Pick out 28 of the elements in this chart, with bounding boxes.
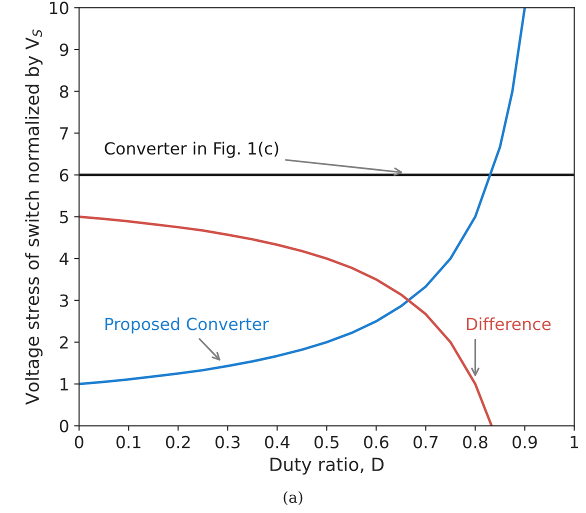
x-tick-label: 0.7: [414, 436, 438, 448]
x-tick-label: 0.5: [314, 436, 338, 448]
x-tick-label: 0: [74, 436, 84, 448]
x-tick-label: 0.4: [265, 436, 290, 448]
y-tick-label: 4: [60, 252, 68, 265]
x-tick-label: 0.9: [512, 436, 537, 448]
x-axis-title: Duty ratio, D: [270, 457, 384, 475]
text: (a): [284, 491, 302, 506]
y-tick-label: 5: [60, 210, 68, 224]
y-tick-label: 10: [50, 2, 68, 14]
series-label: Converter in Fig. 1(c): [104, 142, 278, 158]
x-tick-label: 0.8: [463, 436, 488, 448]
y-tick-label: 1: [60, 378, 68, 390]
series-label: Difference: [466, 317, 551, 330]
series-label: Proposed Converter: [106, 317, 269, 334]
y-tick-label: 8: [60, 85, 68, 98]
x-tick-label: 0.1: [116, 436, 140, 448]
y-tick-label: 3: [60, 294, 68, 307]
y-tick-label: 0: [60, 420, 68, 432]
x-tick-label: 0.3: [216, 436, 240, 448]
x-tick-label: 1: [570, 436, 578, 448]
y-axis-title: Voltage stress of switch normalized by V$_{S}$: [25, 30, 43, 405]
y-tick-label: 6: [60, 168, 68, 182]
x-tick-label: 0.2: [166, 436, 190, 448]
x-tick-label: 0.6: [364, 436, 388, 448]
y-tick-label: 7: [60, 127, 68, 140]
y-tick-label: 2: [60, 336, 68, 349]
y-tick-label: 9: [60, 43, 68, 56]
